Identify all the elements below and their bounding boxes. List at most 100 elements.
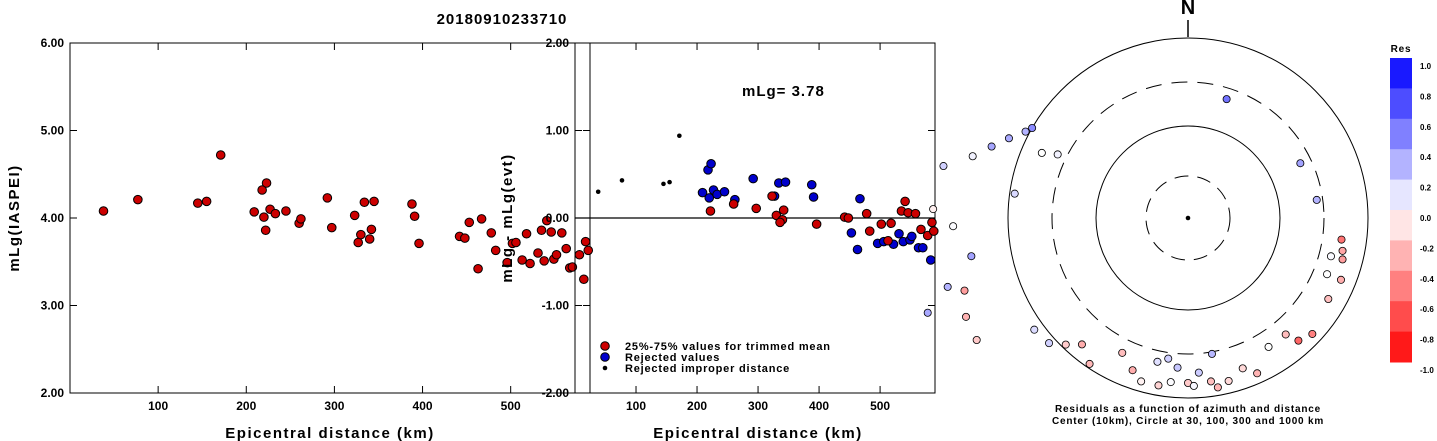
improper-point: [661, 181, 666, 187]
data-point: [353, 237, 364, 248]
station-point: [1004, 134, 1013, 143]
x-tick-labels-left: 100 200 300 400 500: [148, 43, 521, 413]
colorbar-cell: [1390, 331, 1412, 363]
y-tick-label: 4.00: [41, 211, 65, 225]
trimmed-point: [886, 218, 896, 229]
data-point: [533, 248, 543, 258]
station-point: [1323, 270, 1332, 279]
x-tick-labels-middle: 100 200 300 400 500: [626, 43, 890, 413]
station-point: [1061, 340, 1070, 349]
station-point: [967, 252, 976, 261]
rejected-point: [917, 242, 928, 253]
x-tick-label: 300: [324, 399, 344, 413]
data-point: [583, 245, 594, 256]
y-tick-label: 5.00: [41, 124, 65, 138]
x-tick-label: 500: [501, 399, 521, 413]
data-point: [281, 206, 291, 216]
data-point: [551, 249, 562, 260]
trimmed-point: [910, 208, 921, 219]
station-point: [1281, 330, 1290, 339]
colorbar-cell: [1390, 118, 1412, 150]
y-axis-label-left: mLg(IASPEI): [6, 164, 23, 271]
polar-caption-line1: Residuals as a function of azimuth and d…: [1055, 404, 1321, 415]
station-point: [1338, 246, 1347, 255]
station-point: [1164, 354, 1173, 363]
distance-rings: [1007, 37, 1369, 399]
data-point: [364, 234, 375, 244]
data-point: [133, 194, 143, 205]
data-point: [349, 210, 360, 221]
station-point: [1296, 159, 1305, 168]
trimmed-point: [916, 224, 926, 235]
distance-ring: [1095, 125, 1281, 311]
station-point: [1021, 127, 1030, 136]
colorbar-title: Res: [1391, 44, 1412, 55]
station-point: [1128, 366, 1137, 375]
mlg-annotation: mLg= 3.78: [742, 83, 825, 100]
colorbar-tick-label: -0.8: [1420, 336, 1434, 345]
data-point: [201, 196, 212, 207]
station-point: [1294, 336, 1303, 345]
station-point: [962, 312, 971, 321]
station-point: [1189, 381, 1198, 390]
residual-vs-distance-panel: -2.00 -1.00 0.00 1.00 2.00 100 200 300 400 500 m…: [499, 36, 939, 441]
colorbar-tick-label: 0.0: [1420, 214, 1432, 223]
colorbar-tick-labels: 1.0 0.8 0.6 0.4 0.2 0.0 -0.2 -0.4 -0.6 -0.8 -1.0: [1420, 62, 1434, 375]
data-point: [257, 185, 267, 195]
y-axis-label-middle: mLg - mLg(evt): [499, 153, 516, 282]
station-point: [1264, 342, 1273, 351]
station-point: [972, 335, 981, 344]
data-point: [261, 178, 272, 188]
colorbar-tick-label: 0.6: [1420, 123, 1432, 132]
legend: 25%-75% values for trimmed meanRejected …: [600, 341, 830, 375]
data-point: [259, 212, 269, 222]
data-point: [546, 227, 557, 237]
station-point: [1324, 294, 1333, 303]
y-tick-label: 2.00: [41, 386, 65, 400]
north-label: N: [1181, 0, 1195, 19]
data-point: [296, 214, 306, 224]
rejected-point: [719, 186, 730, 197]
data-point: [215, 150, 226, 160]
trimmed-point: [843, 213, 854, 223]
rejected-point: [697, 187, 708, 198]
trimmed-point: [927, 217, 937, 228]
data-point: [556, 228, 567, 238]
colorbar-tick-label: -0.2: [1420, 244, 1434, 253]
y-tick-label: 6.00: [41, 36, 65, 50]
trimmed-point: [778, 205, 789, 215]
colorbar-cell: [1390, 270, 1412, 302]
station-point: [1207, 349, 1216, 358]
data-point: [369, 196, 379, 207]
station-point: [1153, 357, 1162, 366]
trimmed-point: [861, 208, 872, 219]
data-point: [359, 197, 370, 208]
data-point: [542, 215, 552, 226]
data-point: [525, 258, 535, 269]
colorbar-cell: [1390, 88, 1412, 120]
station-point: [1053, 150, 1062, 159]
y-tick-label: 2.00: [546, 36, 570, 50]
data-point: [98, 206, 109, 216]
x-tick-label: 200: [687, 399, 707, 413]
improper-point: [667, 179, 672, 185]
data-point: [521, 228, 532, 239]
data-point: [476, 214, 487, 224]
station-point: [1077, 340, 1086, 349]
station-point: [949, 222, 958, 231]
station-point: [987, 142, 996, 151]
magnitude-vs-distance-panel: 2.00 3.00 4.00 5.00 6.00 100 200 300 400 500 Epi…: [6, 36, 594, 441]
station-point: [960, 286, 969, 295]
data-points-middle: [595, 133, 939, 265]
rejected-point: [704, 193, 715, 203]
colorbar-cell: [1390, 179, 1412, 211]
station-point: [1337, 235, 1346, 244]
station-point: [1028, 124, 1037, 133]
y-tick-labels-left: 2.00 3.00 4.00 5.00 6.00: [41, 36, 590, 400]
data-point: [326, 222, 337, 233]
rejected-point: [780, 177, 791, 187]
station-point: [1338, 255, 1347, 264]
rejected-point: [748, 173, 758, 184]
colorbar-tick-label: -1.0: [1420, 366, 1434, 375]
